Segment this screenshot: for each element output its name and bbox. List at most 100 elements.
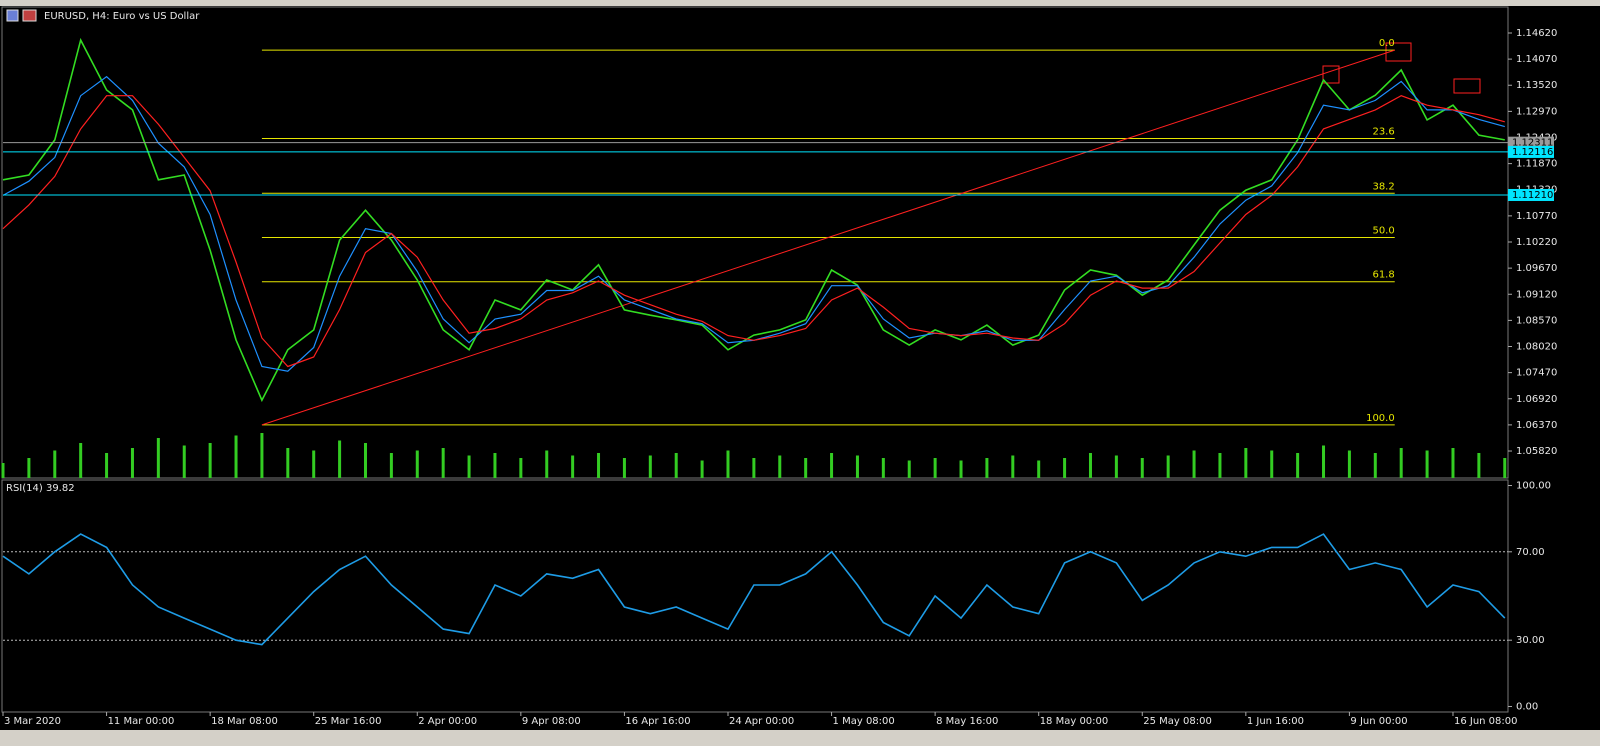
volume-bar <box>415 450 419 478</box>
series-line <box>2 95 1505 368</box>
y-tick-label: 100.00 <box>1516 481 1551 492</box>
x-tick-label: 1 May 08:00 <box>833 716 895 727</box>
y-tick-label: 1.07470 <box>1516 368 1557 379</box>
volume-bar <box>1347 450 1351 478</box>
volume-bar <box>907 460 911 478</box>
series-line <box>2 533 1506 646</box>
rsi-panel-frame <box>1 479 1509 713</box>
y-tick-label: 1.09670 <box>1516 263 1557 274</box>
volume-bar <box>830 453 834 478</box>
volume-bar <box>286 448 290 478</box>
y-tick-label: 1.11870 <box>1516 159 1557 170</box>
y-tick-label: 1.10220 <box>1516 237 1557 248</box>
price-label-box <box>1508 188 1554 201</box>
volume-bar <box>1503 458 1507 478</box>
volume-bar <box>1140 458 1144 478</box>
volume-bar <box>1192 450 1196 478</box>
volume-bar <box>467 455 471 478</box>
fib-label: 23.6 <box>1372 127 1394 138</box>
x-tick-label: 16 Apr 16:00 <box>625 716 690 727</box>
volume-bar <box>182 445 186 478</box>
volume-bar <box>156 438 160 478</box>
volume-bar <box>1477 453 1481 478</box>
volume-bar <box>648 455 652 478</box>
price-label: 1.11210 <box>1512 190 1553 201</box>
volume-bar <box>778 455 782 478</box>
volume-bar <box>441 448 445 478</box>
volume-bar <box>1218 453 1222 478</box>
volume-bar <box>1166 455 1170 478</box>
x-tick-label: 3 Mar 2020 <box>4 716 61 727</box>
x-tick-label: 24 Apr 00:00 <box>729 716 794 727</box>
fib-label: 0.0 <box>1379 38 1395 49</box>
chart-title: EURUSD, H4: Euro vs US Dollar <box>44 11 200 22</box>
x-tick-label: 18 May 00:00 <box>1040 716 1109 727</box>
x-tick-label: 16 Jun 08:00 <box>1454 716 1518 727</box>
volume-bar <box>985 458 989 478</box>
volume-bar <box>881 458 885 478</box>
volume-bar <box>53 450 57 478</box>
y-tick-label: 1.14620 <box>1516 28 1557 39</box>
x-tick-label: 2 Apr 00:00 <box>418 716 477 727</box>
pattern-box <box>1322 65 1340 84</box>
fib-label: 38.2 <box>1372 181 1394 192</box>
volume-bar <box>312 450 316 478</box>
volume-bar <box>208 443 212 478</box>
volume-bar <box>571 455 575 478</box>
x-tick-label: 8 May 16:00 <box>936 716 998 727</box>
y-tick-label: 1.09120 <box>1516 289 1557 300</box>
volume-bar <box>389 453 393 478</box>
volume-bar <box>1114 455 1118 478</box>
volume-bar <box>1425 450 1429 478</box>
rsi-title: RSI(14) 39.82 <box>6 483 75 494</box>
y-tick-label: 30.00 <box>1516 635 1545 646</box>
volume-bar <box>622 458 626 478</box>
price-label-box <box>1508 145 1554 158</box>
volume-bar <box>597 453 601 478</box>
y-tick-label: 1.08570 <box>1516 315 1557 326</box>
trend-line <box>261 49 1395 426</box>
volume-bar <box>804 458 808 478</box>
volume-bar <box>545 450 549 478</box>
volume-bar <box>79 443 83 478</box>
volume-bar <box>1373 453 1377 478</box>
y-tick-label: 1.13520 <box>1516 80 1557 91</box>
x-tick-label: 1 Jun 16:00 <box>1247 716 1304 727</box>
volume-bar <box>933 458 937 478</box>
volume-bar <box>130 448 134 478</box>
pattern-boxes <box>1322 42 1481 94</box>
x-tick-label: 18 Mar 08:00 <box>211 716 278 727</box>
volume-bar <box>674 453 678 478</box>
volume-bar <box>1088 453 1092 478</box>
x-tick-label: 25 May 08:00 <box>1143 716 1212 727</box>
volume-bar <box>1 463 5 478</box>
chart-icon <box>6 9 19 22</box>
y-tick-label: 1.06370 <box>1516 420 1557 431</box>
price-label: 1.12116 <box>1512 147 1553 158</box>
x-tick-label: 25 Mar 16:00 <box>315 716 382 727</box>
volume-bar <box>234 435 238 478</box>
series-line <box>2 37 1505 403</box>
fib-label: 61.8 <box>1372 270 1394 281</box>
x-tick-label: 9 Jun 00:00 <box>1350 716 1407 727</box>
x-tick-label: 11 Mar 00:00 <box>108 716 175 727</box>
y-tick-label: 1.10770 <box>1516 211 1557 222</box>
status-strip <box>0 730 1600 746</box>
volume-bar <box>1451 448 1455 478</box>
price-label-box <box>1508 136 1554 149</box>
pattern-box <box>1385 42 1412 62</box>
volume-bar <box>726 450 730 478</box>
flag-icon <box>22 9 37 22</box>
volume-bar <box>1296 453 1300 478</box>
price-label: 1.12311 <box>1512 138 1553 149</box>
pattern-box <box>1453 78 1481 94</box>
y-tick-label: 70.00 <box>1516 547 1545 558</box>
volume-bar <box>338 440 342 478</box>
volume-bar <box>1399 448 1403 478</box>
volume-bar <box>27 458 31 478</box>
y-tick-label: 1.06920 <box>1516 394 1557 405</box>
volume-bar <box>493 453 497 478</box>
